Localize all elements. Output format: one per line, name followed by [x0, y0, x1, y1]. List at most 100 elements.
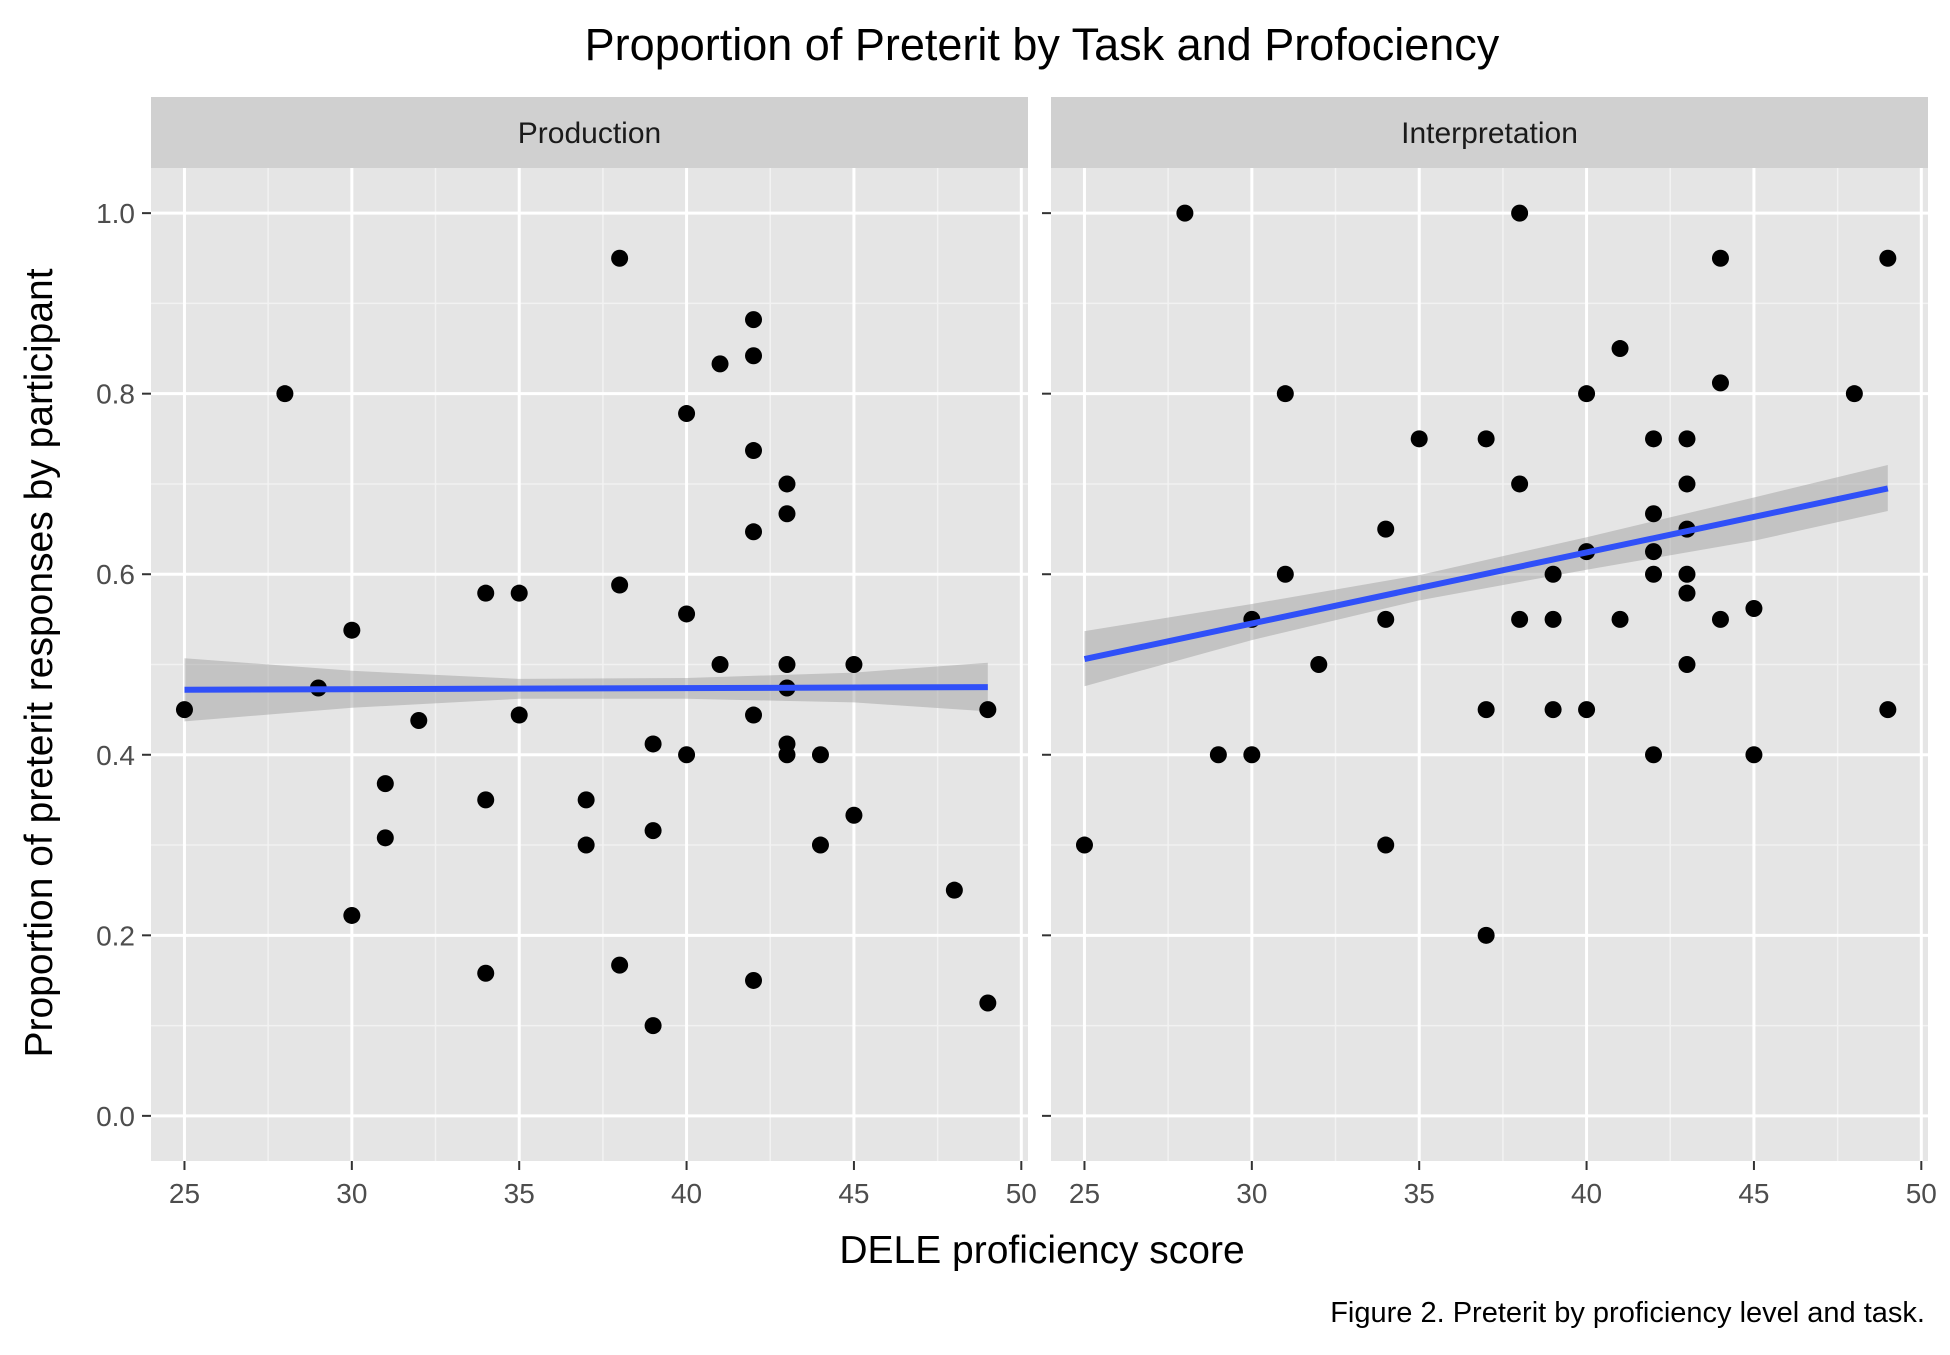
data-point [1678, 475, 1696, 493]
data-point [1477, 430, 1495, 448]
data-point [1511, 204, 1529, 222]
data-point [711, 355, 729, 373]
data-point [745, 971, 763, 989]
panels-layer: Production 25 30 35 40 45 50 0.0 0.2 0.4 0.6 0.8 1.0… [96, 97, 1937, 1209]
data-point [1075, 836, 1093, 854]
data-point [1645, 430, 1663, 448]
fit-line [1083, 485, 1889, 663]
data-point [611, 576, 629, 594]
data-point [745, 706, 763, 724]
data-point [1845, 385, 1863, 403]
data-point [678, 605, 696, 623]
data-point [1377, 836, 1395, 854]
x-tick-label: 40 [671, 1178, 702, 1209]
strip-background [151, 97, 1028, 168]
data-point [343, 621, 361, 639]
x-tick-label: 45 [838, 1178, 869, 1209]
data-point [477, 584, 495, 602]
data-point [1243, 746, 1261, 764]
panel-interpretation: Interpretation 25 30 35 40 45 50 [1042, 97, 1937, 1209]
data-point [778, 656, 796, 673]
x-tick-label: 30 [336, 1178, 367, 1209]
data-point [175, 701, 193, 719]
data-point [1745, 600, 1763, 618]
data-point [811, 836, 829, 854]
data-point [1209, 746, 1227, 764]
data-point [1611, 340, 1629, 358]
x-tick-label: 25 [169, 1178, 200, 1209]
data-point [845, 806, 863, 824]
data-point [644, 1017, 662, 1035]
data-point [1645, 746, 1663, 764]
data-point [778, 746, 796, 764]
data-point [611, 249, 629, 267]
data-point [577, 836, 595, 854]
y-axis-label: Proportion of preterit responses by part… [18, 268, 61, 1057]
y-tick-label: 0.0 [96, 1101, 135, 1132]
data-point [1678, 656, 1696, 673]
y-tick-label: 0.8 [96, 379, 135, 410]
data-point [644, 822, 662, 840]
data-point [1578, 385, 1596, 403]
data-point [477, 791, 495, 809]
data-point [1711, 249, 1729, 267]
fit-line [184, 684, 988, 693]
data-point [577, 791, 595, 809]
data-point [1377, 610, 1395, 628]
chart-title: Proportion of Preterit by Task and Profo… [585, 19, 1500, 70]
data-point [1879, 701, 1897, 719]
panel-production: Production 25 30 35 40 45 50 0.0 0.2 0.4 0.6 0.8 1.0 [96, 97, 1037, 1209]
x-tick-label: 35 [504, 1178, 535, 1209]
x-tick-label: 30 [1236, 1178, 1267, 1209]
data-point [1711, 610, 1729, 628]
data-point [1745, 746, 1763, 764]
data-point [1544, 701, 1562, 719]
data-point [711, 656, 729, 673]
data-point [510, 584, 528, 602]
data-point [1645, 543, 1663, 561]
data-point [1678, 430, 1696, 448]
strip-background [1051, 97, 1928, 168]
data-point [410, 711, 428, 729]
x-tick-label: 50 [1906, 1178, 1937, 1209]
x-tick-label: 35 [1404, 1178, 1435, 1209]
data-point [778, 475, 796, 493]
data-point [811, 746, 829, 764]
data-point [1578, 701, 1596, 719]
x-tick-label: 50 [1006, 1178, 1037, 1209]
data-point [745, 347, 763, 365]
x-tick-label: 25 [1069, 1178, 1100, 1209]
data-point [745, 442, 763, 460]
x-tick-label: 45 [1738, 1178, 1769, 1209]
x-axis-label: DELE proficiency score [839, 1229, 1244, 1272]
data-point [644, 735, 662, 753]
y-tick-label: 0.6 [96, 559, 135, 590]
data-point [1276, 565, 1294, 583]
y-tick-label: 0.2 [96, 920, 135, 951]
data-point [611, 956, 629, 974]
data-point [979, 701, 997, 719]
data-point [1711, 374, 1729, 392]
data-point [1879, 249, 1897, 267]
data-point [678, 746, 696, 764]
data-point [1511, 610, 1529, 628]
data-point [276, 385, 294, 403]
data-point [1377, 520, 1395, 538]
data-point [945, 881, 963, 899]
data-point [678, 405, 696, 423]
y-tick-label: 1.0 [96, 198, 135, 229]
data-point [745, 523, 763, 541]
data-point [376, 775, 394, 793]
data-point [745, 311, 763, 329]
data-point [1544, 610, 1562, 628]
data-point [1477, 926, 1495, 944]
y-tick-label: 0.4 [96, 740, 135, 771]
figure-caption: Figure 2. Preterit by proficiency level … [1330, 1297, 1925, 1329]
data-point [376, 829, 394, 847]
x-tick-label: 40 [1571, 1178, 1602, 1209]
data-point [343, 906, 361, 924]
data-point [778, 505, 796, 523]
data-point [477, 964, 495, 982]
